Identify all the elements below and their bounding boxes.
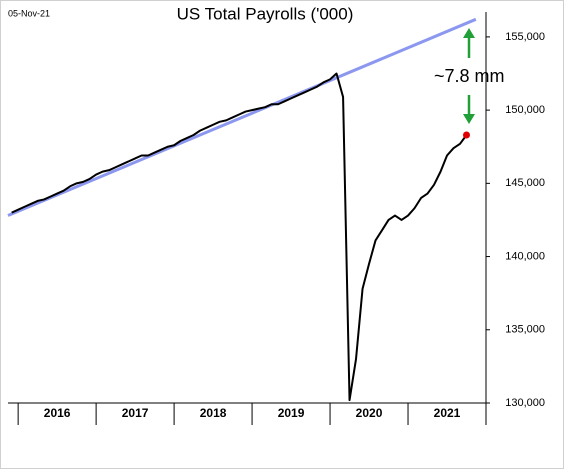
x-tick-label: 2016 [44, 406, 71, 420]
date-label: 05-Nov-21 [8, 8, 50, 18]
x-tick-label: 2017 [122, 406, 149, 420]
x-tick-label: 2019 [278, 406, 305, 420]
x-tick-label: 2020 [356, 406, 383, 420]
y-tick-label: 140,000 [505, 250, 545, 262]
y-tick-label: 155,000 [505, 31, 545, 43]
arrow-head [463, 114, 475, 124]
series-line [7, 17, 477, 217]
y-tick-label: 150,000 [505, 104, 545, 116]
y-tick-label: 135,000 [505, 324, 545, 336]
x-tick-label: 2021 [434, 406, 461, 420]
x-tick-label: 2018 [200, 406, 227, 420]
arrow-head [463, 28, 475, 38]
y-tick-label: 145,000 [505, 177, 545, 189]
series-line [11, 72, 468, 402]
annotation: ~7.8 mm [434, 66, 505, 86]
y-tick-label: 130,000 [505, 397, 545, 409]
last-point [463, 131, 471, 139]
chart-title: US Total Payrolls ('000) [177, 4, 354, 23]
